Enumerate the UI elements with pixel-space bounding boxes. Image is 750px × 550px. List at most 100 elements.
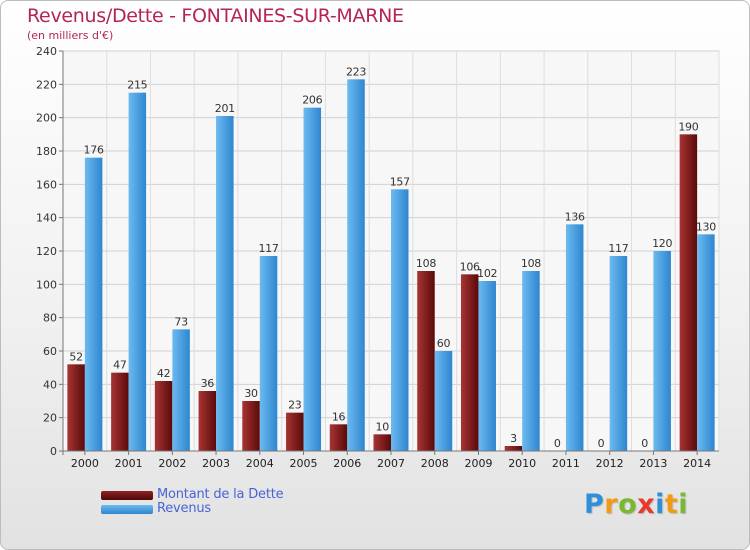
y-tick-label: 0 [50,445,57,458]
bar-debt [504,446,523,451]
data-label-debt: 10 [376,420,390,433]
y-tick-label: 80 [43,312,57,325]
data-label-revenue: 223 [346,65,366,78]
bar-debt [198,391,217,451]
logo-letter: r [604,489,619,520]
bar-revenue [128,92,147,452]
chart-subtitle: (en milliers d'€) [27,29,114,42]
bar-revenue [216,116,234,451]
bar-revenue [391,189,409,452]
data-label-revenue: 102 [477,267,497,280]
bar-debt [154,381,173,451]
y-tick-label: 220 [36,78,57,91]
logo-letter: i [655,489,665,520]
logo-letter: x [637,489,656,520]
bar-debt [460,274,479,451]
data-label-debt: 3 [510,432,517,445]
data-label-revenue: 157 [390,175,410,188]
x-tick-label: 2007 [377,457,405,470]
x-tick-label: 2005 [290,457,318,470]
data-label-revenue: 136 [565,210,585,223]
bar-revenue [84,157,103,451]
bar-revenue [347,79,365,451]
data-label-revenue: 108 [521,257,541,270]
y-tick-label: 200 [36,112,57,125]
bar-revenue [609,256,628,451]
logo-letter: P [584,489,605,520]
legend-label-debt: Montant de la Dette [157,487,284,502]
data-label-revenue: 117 [608,242,628,255]
x-tick-label: 2006 [333,457,361,470]
data-label-revenue: 215 [127,79,147,92]
y-tick-label: 120 [36,245,57,258]
legend-label-revenue: Revenus [157,501,211,516]
x-tick-label: 2002 [158,457,186,470]
data-label-debt: 30 [244,387,258,400]
data-label-revenue: 120 [652,237,672,250]
y-tick-label: 240 [36,45,57,58]
bar-debt [111,372,129,451]
bar-revenue [565,224,584,451]
data-label-debt: 47 [113,359,127,372]
x-tick-label: 2001 [115,457,143,470]
legend-swatch-revenue [101,505,153,514]
data-label-debt: 16 [332,410,346,423]
x-tick-label: 2011 [552,457,580,470]
data-label-revenue: 60 [437,337,451,350]
y-tick-label: 160 [36,178,57,191]
x-tick-label: 2003 [202,457,230,470]
bar-revenue [522,271,540,451]
chart-title: Revenus/Dette - FONTAINES-SUR-MARNE [27,5,404,27]
y-tick-label: 100 [36,278,57,291]
x-tick-label: 2004 [246,457,274,470]
data-label-revenue: 206 [302,94,322,107]
bar-debt [373,434,391,451]
logo-letter: o [618,489,638,520]
x-tick-label: 2014 [683,457,711,470]
proxiti-logo: Proxiti [584,489,688,520]
data-label-debt: 0 [554,437,561,450]
logo-letter: t [664,489,679,520]
bar-debt [286,412,304,451]
y-tick-label: 140 [36,212,57,225]
data-label-debt: 36 [201,377,215,390]
y-tick-label: 60 [43,345,57,358]
bar-revenue [303,107,322,452]
data-label-debt: 106 [460,260,480,273]
x-tick-label: 2010 [508,457,536,470]
data-label-revenue: 201 [215,102,235,115]
legend-swatch-debt [101,491,153,500]
data-label-debt: 23 [288,399,302,412]
bar-revenue [478,281,496,451]
bar-debt [417,271,435,451]
bar-revenue [697,234,715,451]
bar-debt [679,134,698,452]
bar-debt [242,401,260,451]
data-label-debt: 0 [598,437,605,450]
logo-letter: i [678,489,689,520]
x-tick-label: 2012 [596,457,624,470]
y-tick-label: 40 [43,378,57,391]
bar-debt [67,364,85,451]
data-label-debt: 42 [157,367,170,380]
x-tick-label: 2000 [71,457,99,470]
bar-debt [329,424,348,451]
bar-revenue [653,251,671,451]
bar-revenue [172,329,190,451]
data-label-revenue: 130 [696,220,716,233]
y-tick-label: 20 [43,412,57,425]
x-tick-label: 2013 [639,457,667,470]
data-label-revenue: 73 [174,315,188,328]
x-tick-label: 2009 [464,457,492,470]
bar-revenue [259,256,278,451]
data-label-debt: 190 [678,120,698,133]
data-label-revenue: 117 [258,242,278,255]
data-label-debt: 108 [416,257,436,270]
bar-revenue [434,351,453,451]
x-tick-label: 2008 [421,457,449,470]
data-label-debt: 0 [641,437,648,450]
data-label-debt: 52 [69,350,82,363]
data-label-revenue: 176 [84,144,104,157]
